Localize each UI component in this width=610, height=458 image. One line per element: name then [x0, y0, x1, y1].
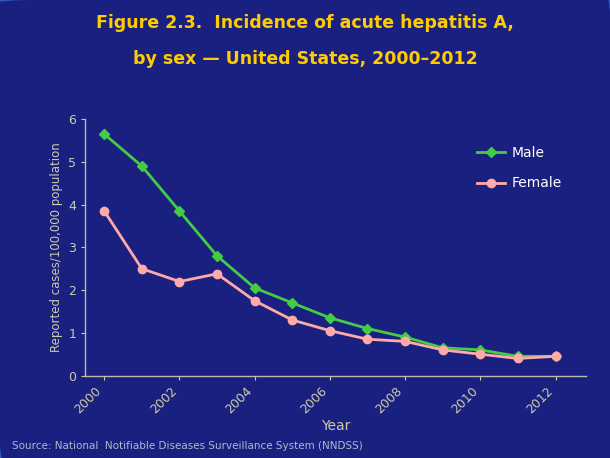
- Y-axis label: Reported cases/100,000 population: Reported cases/100,000 population: [50, 142, 63, 352]
- Text: by sex — United States, 2000–2012: by sex — United States, 2000–2012: [132, 50, 478, 68]
- Text: Source: National  Notifiable Diseases Surveillance System (NNDSS): Source: National Notifiable Diseases Sur…: [12, 441, 363, 451]
- X-axis label: Year: Year: [321, 419, 350, 433]
- Legend: Male, Female: Male, Female: [470, 139, 569, 197]
- Text: Figure 2.3.  Incidence of acute hepatitis A,: Figure 2.3. Incidence of acute hepatitis…: [96, 14, 514, 32]
